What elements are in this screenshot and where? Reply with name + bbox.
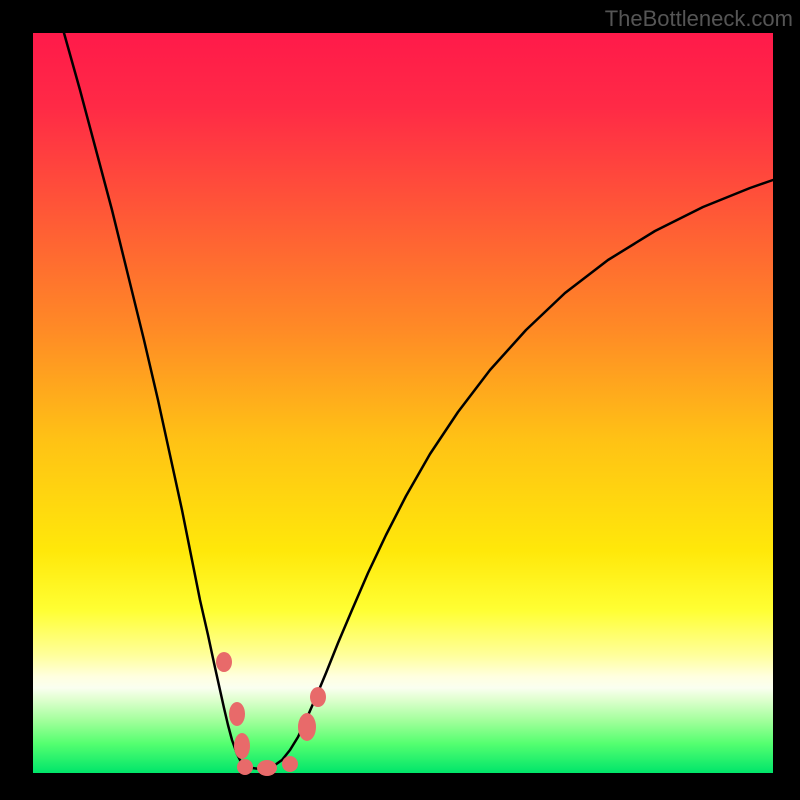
curve-marker <box>298 713 316 741</box>
curve-marker <box>282 756 298 772</box>
curve-marker <box>216 652 232 672</box>
curve-layer <box>33 33 773 773</box>
curve-marker <box>237 759 253 775</box>
curve-marker <box>229 702 245 726</box>
bottleneck-curve <box>64 33 773 769</box>
plot-area <box>33 33 773 773</box>
curve-marker <box>234 733 250 759</box>
marker-group <box>216 652 326 776</box>
curve-marker <box>257 760 277 776</box>
curve-marker <box>310 687 326 707</box>
watermark-text: TheBottleneck.com <box>605 6 793 32</box>
